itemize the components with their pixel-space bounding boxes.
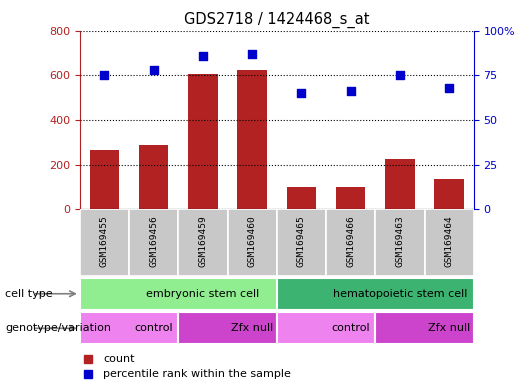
Text: GSM169465: GSM169465 — [297, 216, 306, 267]
Bar — [90, 150, 119, 209]
Title: GDS2718 / 1424468_s_at: GDS2718 / 1424468_s_at — [184, 12, 370, 28]
Text: Zfx null: Zfx null — [428, 323, 470, 333]
Bar — [188, 74, 218, 209]
Text: GSM169464: GSM169464 — [444, 216, 454, 267]
Bar — [80, 209, 129, 276]
Bar — [80, 313, 178, 344]
Text: control: control — [331, 323, 370, 333]
Bar — [129, 209, 178, 276]
Point — [297, 90, 305, 96]
Bar — [375, 313, 474, 344]
Text: genotype/variation: genotype/variation — [5, 323, 111, 333]
Point — [248, 51, 256, 57]
Bar — [287, 187, 316, 209]
Bar — [139, 144, 168, 209]
Text: GSM169459: GSM169459 — [198, 216, 208, 267]
Point — [445, 85, 453, 91]
Text: Zfx null: Zfx null — [231, 323, 273, 333]
Bar — [336, 187, 366, 209]
Text: cell type: cell type — [5, 289, 53, 299]
Text: GSM169455: GSM169455 — [100, 216, 109, 267]
Bar — [228, 209, 277, 276]
Text: GSM169460: GSM169460 — [248, 216, 256, 267]
Text: GSM169456: GSM169456 — [149, 216, 158, 267]
Point — [396, 72, 404, 78]
Bar — [326, 209, 375, 276]
Bar — [385, 159, 415, 209]
Text: GSM169466: GSM169466 — [346, 216, 355, 267]
Bar — [80, 278, 277, 310]
Text: percentile rank within the sample: percentile rank within the sample — [104, 369, 291, 379]
Bar — [435, 179, 464, 209]
Bar — [277, 278, 474, 310]
Text: embryonic stem cell: embryonic stem cell — [146, 289, 260, 299]
Point — [100, 72, 109, 78]
Bar — [277, 209, 326, 276]
Bar — [178, 209, 228, 276]
Text: control: control — [134, 323, 173, 333]
Text: hematopoietic stem cell: hematopoietic stem cell — [333, 289, 467, 299]
Bar — [375, 209, 424, 276]
Point — [149, 67, 158, 73]
Point — [199, 53, 207, 59]
Bar — [178, 313, 277, 344]
Text: GSM169463: GSM169463 — [396, 216, 404, 267]
Bar — [237, 70, 267, 209]
Bar — [424, 209, 474, 276]
Point — [347, 88, 355, 94]
Bar — [277, 313, 375, 344]
Text: count: count — [104, 354, 135, 364]
